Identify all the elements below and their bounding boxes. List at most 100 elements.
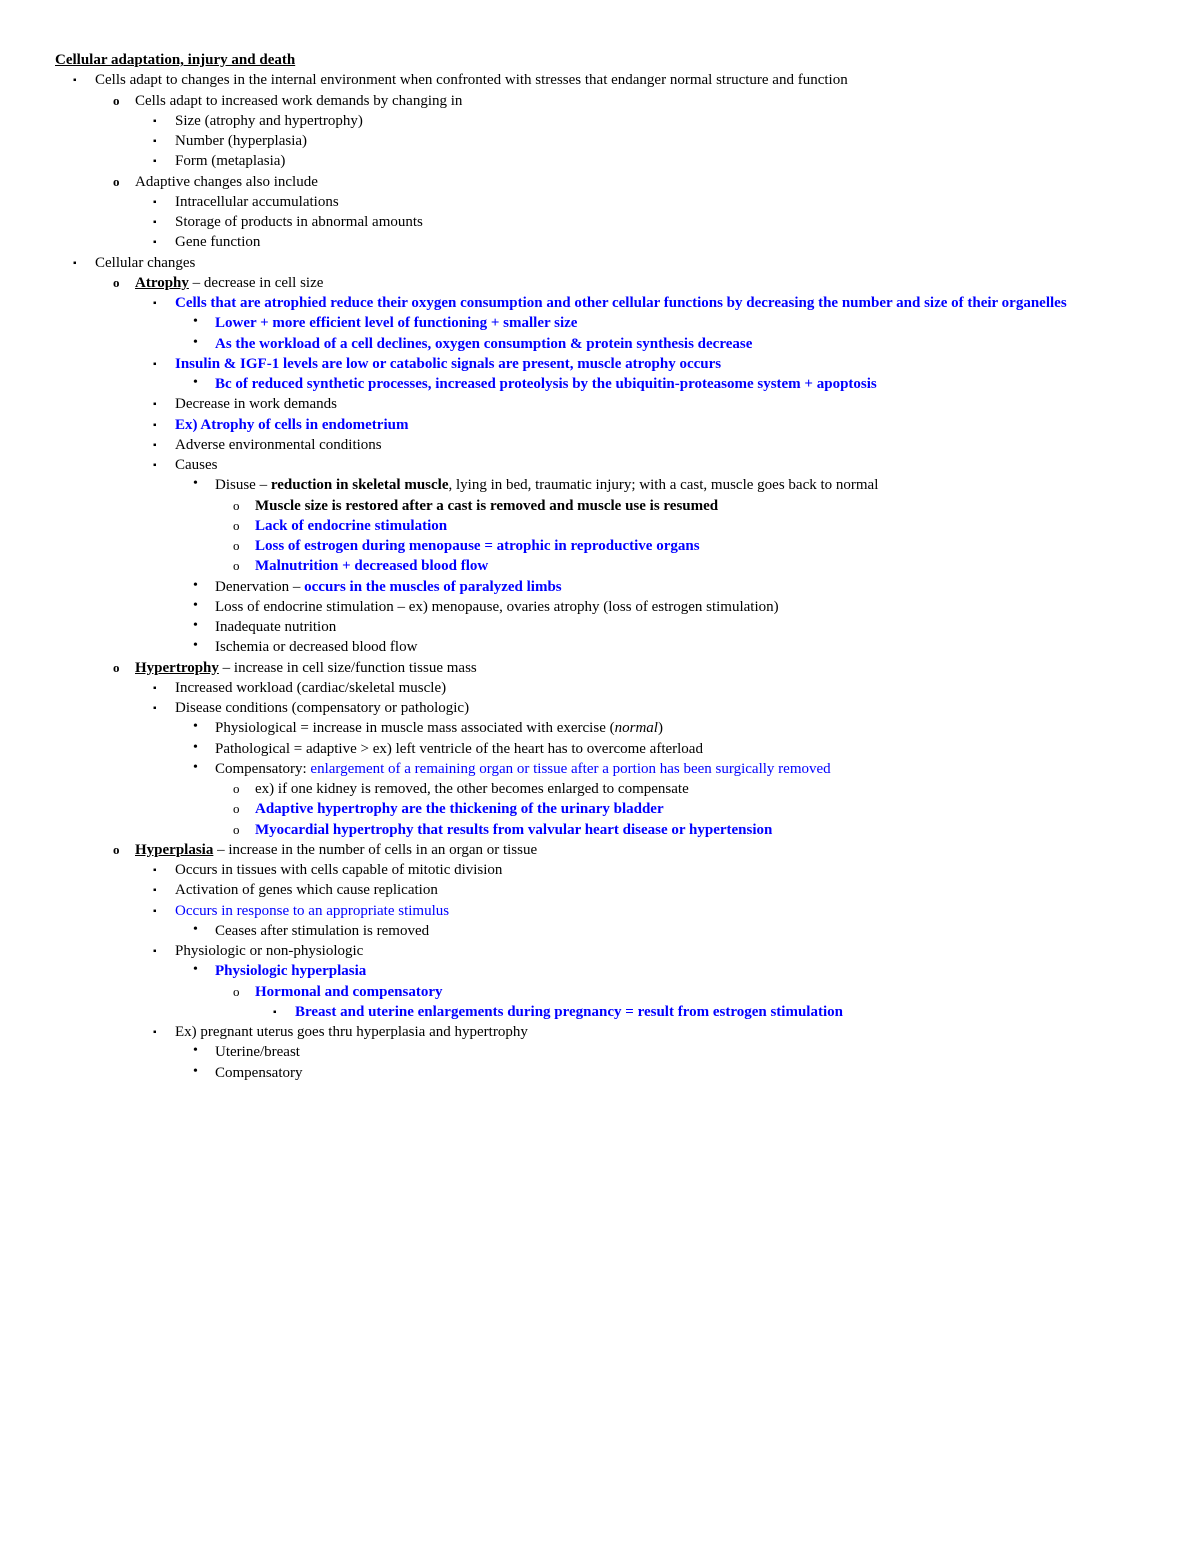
text: Lower + more efficient level of function… [215,315,577,331]
list-item: Occurs in tissues with cells capable of … [135,860,1145,880]
text: Increased workload (cardiac/skeletal mus… [175,680,446,696]
list-item: Occurs in response to an appropriate sti… [135,901,1145,942]
text: Hormonal and compensatory [255,984,443,1000]
list-item: Cells adapt to increased work demands by… [95,91,1145,172]
text: – increase in cell size/function tissue … [219,660,477,676]
list-item: Insulin & IGF-1 levels are low or catabo… [135,354,1145,395]
text: Cells that are atrophied reduce their ox… [175,295,1067,311]
text: Myocardial hypertrophy that results from… [255,822,772,838]
text: Occurs in response to an appropriate sti… [175,903,449,919]
text: Physiological = increase in muscle mass … [215,720,615,736]
list-item: Physiologic hyperplasia Hormonal and com… [175,961,1145,1022]
text: Intracellular accumulations [175,194,339,210]
text: Inadequate nutrition [215,619,336,635]
list-item-hypertrophy: Hypertrophy – increase in cell size/func… [95,658,1145,840]
list-item: Inadequate nutrition [175,617,1145,637]
list-item: Hormonal and compensatory Breast and ute… [215,982,1145,1023]
text: Adaptive hypertrophy are the thickening … [255,801,664,817]
list-item: Disease conditions (compensatory or path… [135,698,1145,840]
text: Malnutrition + decreased blood flow [255,558,488,574]
list-item: Disuse – reduction in skeletal muscle, l… [175,475,1145,576]
list-item: Lack of endocrine stimulation [215,516,1145,536]
text: Disuse – [215,477,271,493]
term: Hypertrophy [135,660,219,676]
list-item: Adverse environmental conditions [135,435,1145,455]
text: Pathological = adaptive > ex) left ventr… [215,741,703,757]
list-item: Cells that are atrophied reduce their ox… [135,293,1145,354]
list-item: Decrease in work demands [135,394,1145,414]
text: Bc of reduced synthetic processes, incre… [215,376,877,392]
list-item: Compensatory: enlargement of a remaining… [175,759,1145,840]
text: Physiologic or non-physiologic [175,943,363,959]
list-item: Muscle size is restored after a cast is … [215,496,1145,516]
page-title: Cellular adaptation, injury and death [55,50,1145,70]
text: Form (metaplasia) [175,153,285,169]
list-item: Denervation – occurs in the muscles of p… [175,577,1145,597]
text: Activation of genes which cause replicat… [175,882,438,898]
term: Hyperplasia [135,842,213,858]
text: Ceases after stimulation is removed [215,923,429,939]
list-item: Uterine/breast [175,1042,1145,1062]
text: Cells adapt to increased work demands by… [135,93,462,109]
text: Loss of estrogen during menopause = atro… [255,538,700,554]
text: Occurs in tissues with cells capable of … [175,862,502,878]
text: As the workload of a cell declines, oxyg… [215,336,752,352]
text: Lack of endocrine stimulation [255,518,447,534]
text: Causes [175,457,218,473]
text: reduction in skeletal muscle [271,477,449,493]
outline-root: Cells adapt to changes in the internal e… [55,70,1145,1083]
list-item: Malnutrition + decreased blood flow [215,556,1145,576]
text: Compensatory [215,1065,303,1081]
list-item: Ex) Atrophy of cells in endometrium [135,415,1145,435]
list-item: Ex) pregnant uterus goes thru hyperplasi… [135,1022,1145,1083]
list-item: Adaptive hypertrophy are the thickening … [215,799,1145,819]
text: Disease conditions (compensatory or path… [175,700,469,716]
text: Adaptive changes also include [135,174,318,190]
text: Adverse environmental conditions [175,437,382,453]
list-item-atrophy: Atrophy – decrease in cell size Cells th… [95,273,1145,658]
list-item: Storage of products in abnormal amounts [135,212,1145,232]
text: Storage of products in abnormal amounts [175,214,423,230]
list-item: Intracellular accumulations [135,192,1145,212]
text: Compensatory: [215,761,310,777]
list-item: Pathological = adaptive > ex) left ventr… [175,739,1145,759]
text: Insulin & IGF-1 levels are low or catabo… [175,356,721,372]
list-item: Causes Disuse – reduction in skeletal mu… [135,455,1145,658]
list-item: Form (metaplasia) [135,151,1145,171]
text: Ex) Atrophy of cells in endometrium [175,417,408,433]
list-item: Cells adapt to changes in the internal e… [55,70,1145,252]
text: ex) if one kidney is removed, the other … [255,781,689,797]
text: Ex) pregnant uterus goes thru hyperplasi… [175,1024,528,1040]
list-item: As the workload of a cell declines, oxyg… [175,334,1145,354]
text: Gene function [175,234,260,250]
list-item: Gene function [135,232,1145,252]
list-item: Bc of reduced synthetic processes, incre… [175,374,1145,394]
list-item: Activation of genes which cause replicat… [135,880,1145,900]
list-item: Ischemia or decreased blood flow [175,637,1145,657]
text: Number (hyperplasia) [175,133,307,149]
text: Cellular changes [95,255,195,271]
list-item: Size (atrophy and hypertrophy) [135,111,1145,131]
list-item: Physiologic or non-physiologic Physiolog… [135,941,1145,1022]
text: Uterine/breast [215,1044,300,1060]
list-item: Physiological = increase in muscle mass … [175,718,1145,738]
text: Denervation – [215,579,304,595]
list-item-hyperplasia: Hyperplasia – increase in the number of … [95,840,1145,1083]
text: Loss of endocrine stimulation – ex) meno… [215,599,779,615]
text: Size (atrophy and hypertrophy) [175,113,363,129]
list-item: Cellular changes Atrophy – decrease in c… [55,253,1145,1083]
text: , lying in bed, traumatic injury; with a… [448,477,878,493]
text: normal [615,720,658,736]
list-item: Loss of endocrine stimulation – ex) meno… [175,597,1145,617]
term: Atrophy [135,275,189,291]
text: – decrease in cell size [189,275,324,291]
text: Ischemia or decreased blood flow [215,639,417,655]
list-item: Increased workload (cardiac/skeletal mus… [135,678,1145,698]
list-item: Breast and uterine enlargements during p… [255,1002,1145,1022]
text: Muscle size is restored after a cast is … [255,498,718,514]
text: Cells adapt to changes in the internal e… [95,72,848,88]
list-item: Adaptive changes also include Intracellu… [95,172,1145,253]
list-item: Lower + more efficient level of function… [175,313,1145,333]
list-item: Number (hyperplasia) [135,131,1145,151]
list-item: Loss of estrogen during menopause = atro… [215,536,1145,556]
